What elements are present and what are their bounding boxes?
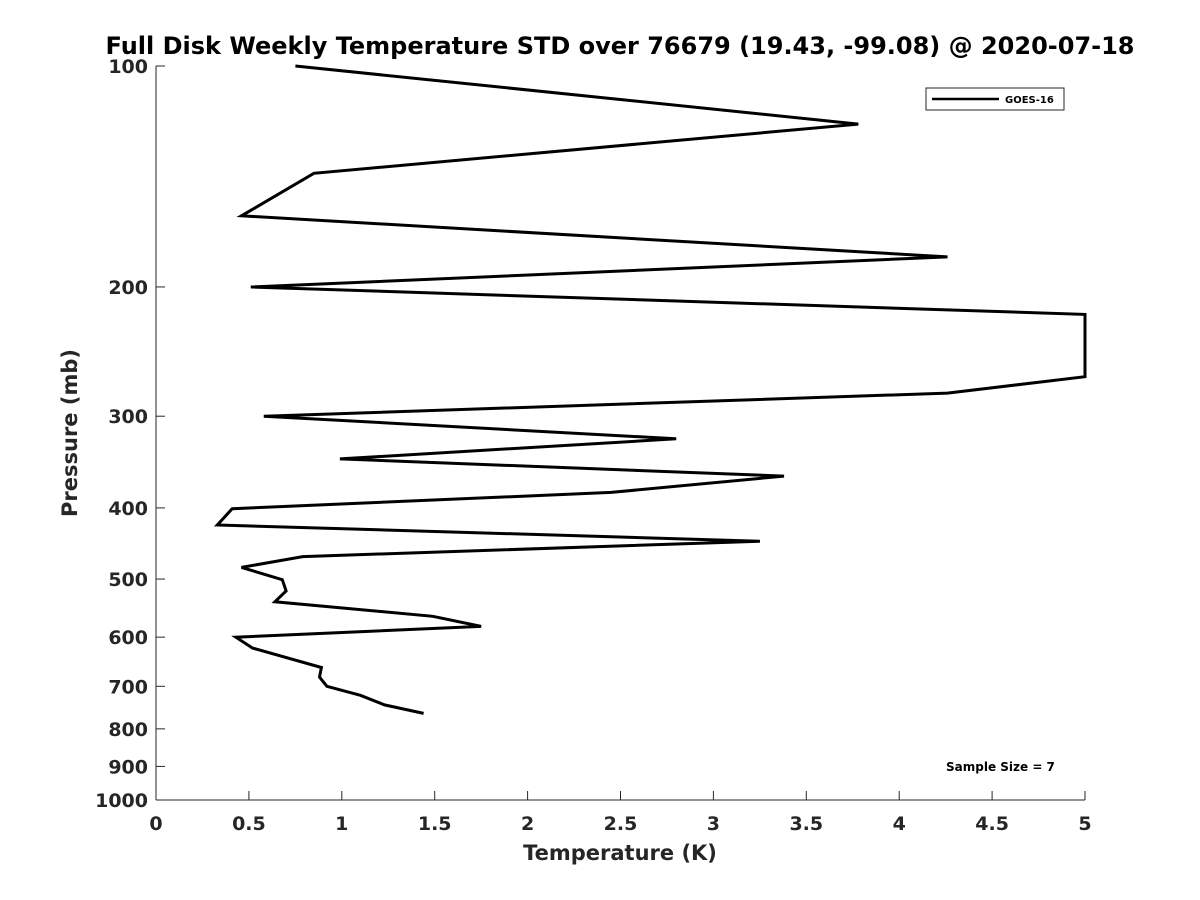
x-tick-label: 2: [521, 813, 534, 835]
x-tick-label: 1: [335, 813, 348, 835]
series-line-goes-16: [213, 64, 1087, 715]
chart-title: Full Disk Weekly Temperature STD over 76…: [106, 32, 1135, 60]
y-axis-label: Pressure (mb): [58, 349, 82, 517]
y-tick-label: 300: [108, 406, 148, 428]
x-tick-label: 4: [893, 813, 906, 835]
y-tick-label: 500: [108, 569, 148, 591]
series-group: [213, 64, 1087, 715]
y-tick-label: 600: [108, 627, 148, 649]
y-tick-label: 900: [108, 756, 148, 778]
sample-size-annotation: Sample Size = 7: [946, 760, 1055, 774]
plot-area: [156, 66, 1085, 800]
y-ticks: 100 200 300 400 500 600 700 800 900 1000: [95, 56, 165, 812]
y-tick-label: 400: [108, 498, 148, 520]
y-tick-label: 700: [108, 676, 148, 698]
y-tick-label: 200: [108, 277, 148, 299]
x-tick-label: 1.5: [418, 813, 452, 835]
y-tick-label: 100: [108, 56, 148, 78]
legend: GOES-16: [925, 87, 1065, 111]
x-tick-label: 0.5: [232, 813, 266, 835]
y-tick-label: 1000: [95, 790, 148, 812]
x-tick-label: 5: [1078, 813, 1091, 835]
x-tick-label: 2.5: [604, 813, 638, 835]
x-ticks: 0 0.5 1 1.5 2 2.5 3 3.5 4 4.5 5: [149, 791, 1092, 835]
legend-label: GOES-16: [1005, 95, 1054, 106]
y-tick-label: 800: [108, 719, 148, 741]
axes: [155, 66, 1085, 801]
x-tick-label: 4.5: [975, 813, 1009, 835]
x-tick-label: 3.5: [789, 813, 823, 835]
x-tick-label: 3: [707, 813, 720, 835]
x-tick-label: 0: [149, 813, 162, 835]
x-axis-label: Temperature (K): [523, 841, 717, 865]
